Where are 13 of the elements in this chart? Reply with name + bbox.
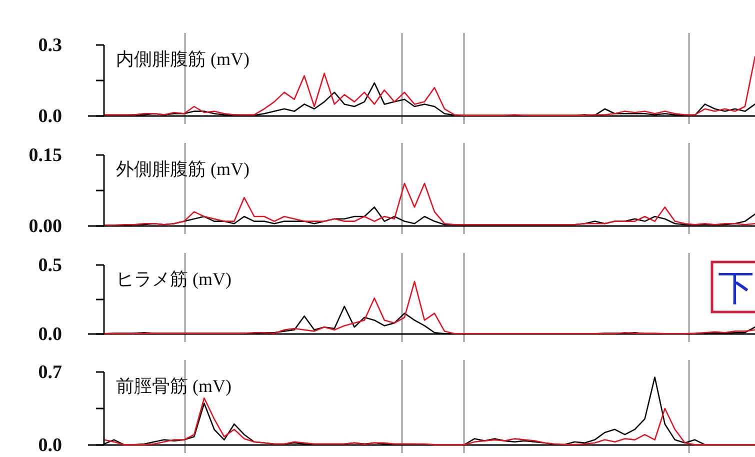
y-tick-label: 0.3 xyxy=(38,35,62,56)
y-tick-label: 0.0 xyxy=(38,435,62,456)
y-tick-label: 0.0 xyxy=(38,106,62,127)
y-axis-title: 外側腓腹筋 (mV) xyxy=(116,159,250,179)
y-tick-label: 0.7 xyxy=(38,362,62,383)
y-tick-label: 0.0 xyxy=(38,324,62,345)
y-axis-title: 前脛骨筋 (mV) xyxy=(116,376,232,396)
y-tick-label: 0.00 xyxy=(28,216,62,237)
y-tick-label: 0.5 xyxy=(38,255,62,276)
annotation: 下 xyxy=(718,268,754,308)
y-tick-label: 0.15 xyxy=(28,145,62,166)
y-axis-title: 内側腓腹筋 (mV) xyxy=(116,49,250,69)
y-axis-title: ヒラメ筋 (mV) xyxy=(116,269,232,289)
